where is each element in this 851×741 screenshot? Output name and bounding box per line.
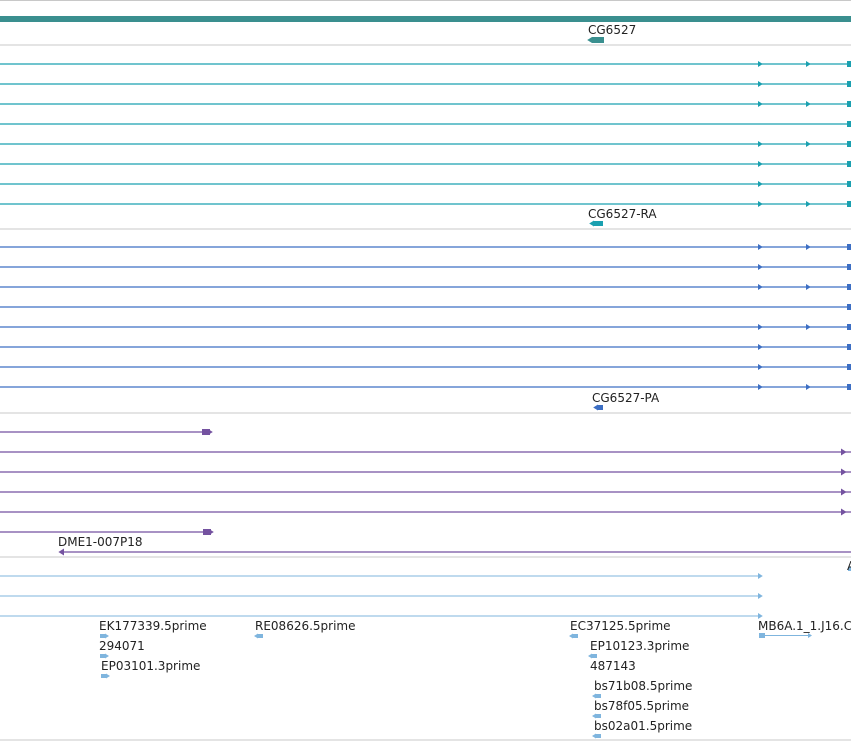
transcript-exon bbox=[806, 201, 811, 207]
est-feature bbox=[592, 713, 596, 719]
gene-label-cg6527[interactable]: CG6527 bbox=[588, 23, 637, 37]
clone-feature bbox=[209, 529, 214, 535]
protein-exon bbox=[758, 264, 763, 270]
transcript-exon bbox=[847, 81, 851, 87]
est-label[interactable]: bs02a01.5prime bbox=[594, 719, 693, 733]
clone-feature bbox=[841, 508, 847, 516]
protein-exon bbox=[847, 244, 851, 250]
transcript-exon bbox=[758, 61, 763, 67]
transcript-exon bbox=[806, 141, 811, 147]
transcript-feature-glyph bbox=[589, 220, 594, 227]
transcript-exon bbox=[758, 141, 763, 147]
est-label[interactable]: MB6A.1_1.J16.C bbox=[758, 619, 851, 633]
est-label[interactable]: EP10123.3prime bbox=[590, 639, 690, 653]
protein-exon bbox=[758, 344, 763, 350]
transcript-exon bbox=[847, 121, 851, 127]
protein-label-cg6527-pa[interactable]: CG6527-PA bbox=[592, 391, 660, 405]
protein-exon bbox=[806, 384, 811, 390]
clone-feature bbox=[58, 548, 64, 556]
clone-feature bbox=[841, 488, 847, 496]
est-feature bbox=[596, 714, 601, 718]
protein-exon bbox=[847, 284, 851, 290]
est-feature bbox=[254, 633, 258, 639]
transcript-exon bbox=[758, 161, 763, 167]
gene-feature-glyph bbox=[587, 37, 592, 43]
protein-exon bbox=[806, 244, 811, 250]
est-feature bbox=[592, 733, 596, 739]
clone-feature bbox=[841, 448, 847, 456]
clone-feature bbox=[841, 468, 847, 476]
protein-exon bbox=[847, 344, 851, 350]
est-label[interactable]: EC37125.5prime bbox=[570, 619, 671, 633]
protein-exon bbox=[758, 364, 763, 370]
est-label[interactable]: EP03101.3prime bbox=[101, 659, 201, 673]
est-feature bbox=[758, 613, 763, 619]
est-feature bbox=[101, 674, 106, 678]
protein-exon bbox=[847, 384, 851, 390]
clone-feature bbox=[208, 429, 213, 435]
est-label[interactable]: RE08626.5prime bbox=[255, 619, 356, 633]
protein-exon bbox=[847, 324, 851, 330]
est-label[interactable]: A bbox=[847, 559, 851, 573]
protein-exon bbox=[758, 384, 763, 390]
transcript-feature-glyph bbox=[594, 221, 603, 226]
transcript-exon bbox=[847, 141, 851, 147]
protein-exon bbox=[806, 324, 811, 330]
clone-feature bbox=[203, 529, 211, 535]
est-feature bbox=[106, 673, 110, 679]
transcript-exon bbox=[758, 201, 763, 207]
protein-exon bbox=[847, 264, 851, 270]
est-feature bbox=[592, 693, 596, 699]
protein-exon bbox=[847, 304, 851, 310]
protein-exon bbox=[806, 284, 811, 290]
est-feature bbox=[573, 634, 578, 638]
est-feature bbox=[100, 654, 105, 658]
est-feature bbox=[758, 593, 763, 599]
est-feature bbox=[592, 654, 597, 658]
transcript-exon bbox=[847, 61, 851, 67]
est-feature bbox=[588, 653, 592, 659]
est-label[interactable]: 294071 bbox=[99, 639, 145, 653]
est-feature bbox=[105, 633, 109, 639]
est-label[interactable]: 487143 bbox=[590, 659, 636, 673]
est-label[interactable]: bs71b08.5prime bbox=[594, 679, 693, 693]
protein-feature-glyph bbox=[593, 404, 598, 411]
est-label[interactable]: bs78f05.5prime bbox=[594, 699, 690, 713]
transcript-exon bbox=[806, 61, 811, 67]
est-feature bbox=[848, 567, 851, 571]
transcript-exon bbox=[847, 161, 851, 167]
est-label[interactable]: EK177339.5prime bbox=[99, 619, 207, 633]
gene-feature-bar bbox=[0, 16, 851, 22]
est-feature bbox=[258, 634, 263, 638]
gene-feature-glyph bbox=[592, 37, 604, 43]
protein-feature-glyph bbox=[598, 405, 603, 410]
transcript-label-cg6527-ra[interactable]: CG6527-RA bbox=[588, 207, 657, 221]
est-feature bbox=[758, 573, 763, 579]
transcript-exon bbox=[758, 81, 763, 87]
est-feature bbox=[759, 633, 765, 638]
protein-exon bbox=[758, 324, 763, 330]
transcript-exon bbox=[806, 101, 811, 107]
clone-feature bbox=[202, 429, 210, 435]
transcript-exon bbox=[847, 101, 851, 107]
est-feature bbox=[596, 734, 601, 738]
transcript-exon bbox=[758, 181, 763, 187]
transcript-exon bbox=[758, 101, 763, 107]
transcript-exon bbox=[847, 201, 851, 207]
est-feature bbox=[596, 694, 601, 698]
protein-exon bbox=[758, 244, 763, 250]
protein-exon bbox=[758, 284, 763, 290]
clone-label-dme1-007p18[interactable]: DME1-007P18 bbox=[58, 535, 143, 549]
transcript-exon bbox=[847, 181, 851, 187]
protein-exon bbox=[847, 364, 851, 370]
est-feature bbox=[569, 633, 573, 639]
est-feature bbox=[808, 633, 812, 638]
est-feature bbox=[105, 653, 109, 659]
est-feature bbox=[100, 634, 105, 638]
